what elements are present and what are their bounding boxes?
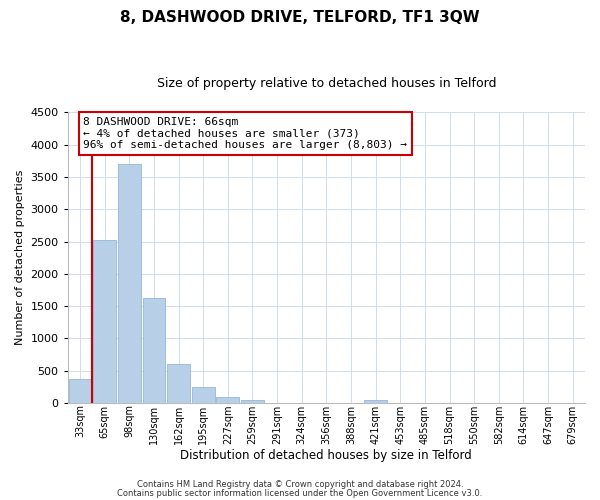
Bar: [68, 378, 91, 403]
Text: 8 DASHWOOD DRIVE: 66sqm
← 4% of detached houses are smaller (373)
96% of semi-de: 8 DASHWOOD DRIVE: 66sqm ← 4% of detached…: [83, 117, 407, 150]
Text: Contains public sector information licensed under the Open Government Licence v3: Contains public sector information licen…: [118, 488, 482, 498]
Bar: [217, 397, 239, 403]
Bar: [94, 240, 116, 403]
Y-axis label: Number of detached properties: Number of detached properties: [15, 170, 25, 346]
Bar: [118, 164, 140, 403]
Title: Size of property relative to detached houses in Telford: Size of property relative to detached ho…: [157, 78, 496, 90]
Bar: [241, 400, 264, 403]
X-axis label: Distribution of detached houses by size in Telford: Distribution of detached houses by size …: [181, 450, 472, 462]
Bar: [364, 400, 387, 403]
Bar: [143, 298, 165, 403]
Text: 8, DASHWOOD DRIVE, TELFORD, TF1 3QW: 8, DASHWOOD DRIVE, TELFORD, TF1 3QW: [120, 10, 480, 25]
Bar: [167, 364, 190, 403]
Text: Contains HM Land Registry data © Crown copyright and database right 2024.: Contains HM Land Registry data © Crown c…: [137, 480, 463, 489]
Bar: [192, 387, 215, 403]
